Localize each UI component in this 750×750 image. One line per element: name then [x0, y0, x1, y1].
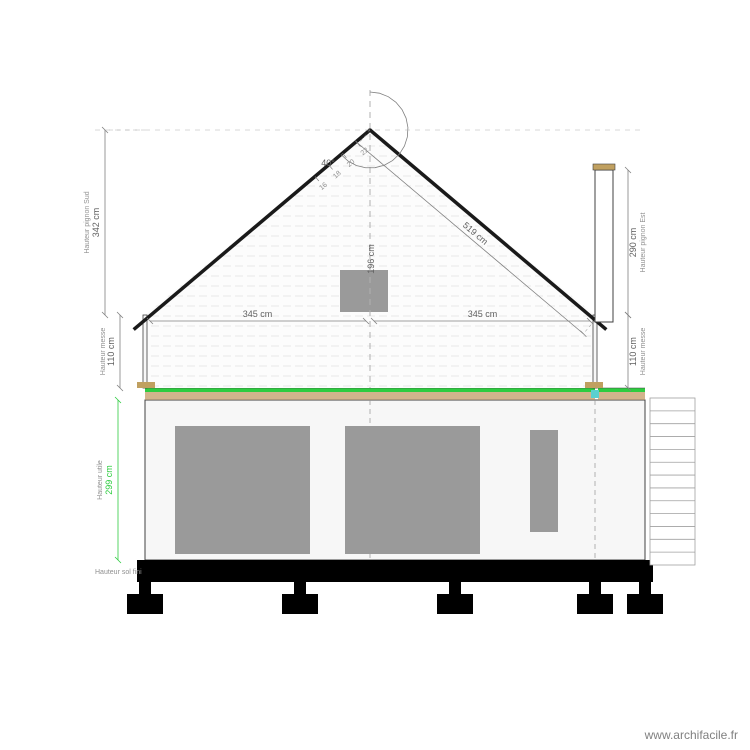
svg-text:Hauteur sol fini: Hauteur sol fini — [95, 569, 142, 576]
svg-text:Hauteur messe: Hauteur messe — [640, 328, 647, 376]
svg-text:196 cm: 196 cm — [366, 244, 376, 274]
svg-text:290 cm: 290 cm — [628, 228, 638, 258]
svg-text:345 cm: 345 cm — [468, 309, 498, 319]
svg-text:299 cm: 299 cm — [104, 465, 114, 495]
svg-text:Hauteur utile: Hauteur utile — [97, 460, 104, 500]
svg-text:Hauteur messe: Hauteur messe — [100, 328, 107, 376]
svg-text:345 cm: 345 cm — [243, 309, 273, 319]
house-section-drawing: 519 cm2220181640°345 cm345 cm196 cm342 c… — [0, 0, 750, 750]
svg-text:110 cm: 110 cm — [628, 337, 638, 366]
svg-text:40°: 40° — [321, 158, 335, 168]
svg-text:342 cm: 342 cm — [91, 208, 101, 238]
svg-text:110 cm: 110 cm — [106, 337, 116, 366]
watermark: www.archifacile.fr — [645, 728, 738, 742]
svg-text:Hauteur pignon Est: Hauteur pignon Est — [640, 212, 647, 272]
svg-text:Hauteur pignon Sud: Hauteur pignon Sud — [84, 191, 91, 253]
